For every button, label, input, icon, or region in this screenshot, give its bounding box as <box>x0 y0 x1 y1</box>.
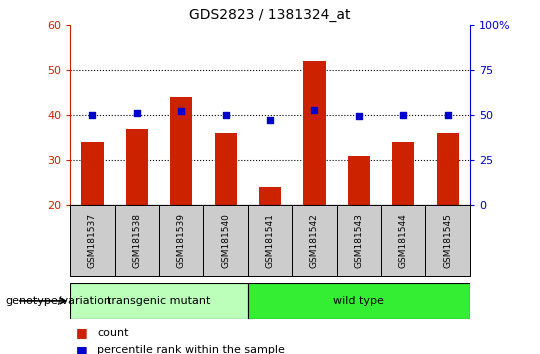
FancyBboxPatch shape <box>114 205 159 276</box>
Text: GSM181540: GSM181540 <box>221 213 230 268</box>
Bar <box>303 61 326 205</box>
Text: GSM181544: GSM181544 <box>399 213 408 268</box>
Bar <box>436 133 458 205</box>
Bar <box>348 156 370 205</box>
FancyBboxPatch shape <box>336 205 381 276</box>
FancyBboxPatch shape <box>204 205 248 276</box>
FancyBboxPatch shape <box>381 205 426 276</box>
Text: transgenic mutant: transgenic mutant <box>107 296 211 306</box>
Text: GSM181543: GSM181543 <box>354 213 363 268</box>
Text: GSM181538: GSM181538 <box>132 213 141 268</box>
Point <box>88 112 97 118</box>
Text: GSM181541: GSM181541 <box>266 213 274 268</box>
Bar <box>392 142 414 205</box>
Point <box>177 109 186 114</box>
Bar <box>259 187 281 205</box>
Point <box>221 112 230 118</box>
Text: ■: ■ <box>76 326 87 339</box>
Bar <box>82 142 104 205</box>
Title: GDS2823 / 1381324_at: GDS2823 / 1381324_at <box>189 8 351 22</box>
Text: GSM181542: GSM181542 <box>310 213 319 268</box>
Text: percentile rank within the sample: percentile rank within the sample <box>97 346 285 354</box>
Point <box>354 113 363 119</box>
Text: count: count <box>97 328 129 338</box>
FancyBboxPatch shape <box>292 205 336 276</box>
Point <box>399 112 408 118</box>
FancyBboxPatch shape <box>70 205 114 276</box>
FancyBboxPatch shape <box>159 205 204 276</box>
Point <box>443 112 452 118</box>
Text: GSM181539: GSM181539 <box>177 213 186 268</box>
Point <box>310 107 319 113</box>
Text: GSM181545: GSM181545 <box>443 213 452 268</box>
Text: genotype/variation: genotype/variation <box>5 296 111 306</box>
FancyBboxPatch shape <box>248 205 292 276</box>
Bar <box>126 129 148 205</box>
Text: GSM181537: GSM181537 <box>88 213 97 268</box>
FancyBboxPatch shape <box>426 205 470 276</box>
Point <box>132 110 141 116</box>
Bar <box>170 97 192 205</box>
FancyBboxPatch shape <box>248 283 470 319</box>
FancyBboxPatch shape <box>70 283 248 319</box>
Bar <box>214 133 237 205</box>
Text: wild type: wild type <box>333 296 384 306</box>
Text: ■: ■ <box>76 344 87 354</box>
Point <box>266 118 274 123</box>
